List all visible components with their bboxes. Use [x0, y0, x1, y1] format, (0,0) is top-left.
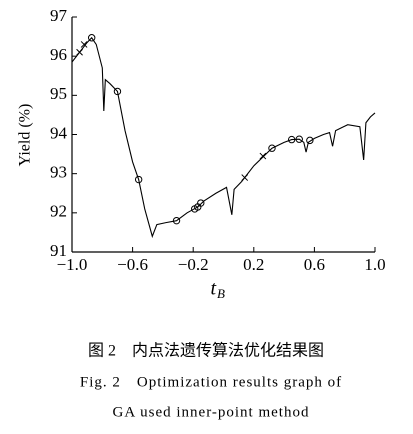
x-tick-label: −1.0: [57, 255, 88, 274]
caption-zh: 图 2 内点法遗传算法优化结果图: [88, 341, 324, 360]
y-tick-label: 93: [50, 163, 67, 182]
circle-marker: [306, 136, 314, 145]
circle-marker: [268, 144, 276, 152]
x-tick-label: 0.2: [243, 255, 264, 274]
circle-marker: [87, 34, 96, 42]
y-axis-label: Yield (%): [17, 104, 34, 167]
x-tick-label: −0.2: [178, 255, 209, 274]
x-axis-label: t: [210, 278, 216, 300]
x-axis-label-sub: B: [217, 286, 225, 301]
y-tick-label: 97: [50, 6, 68, 25]
circle-marker: [113, 87, 122, 96]
cross-marker: [241, 174, 249, 181]
circle-marker: [134, 175, 143, 184]
circle-marker: [295, 135, 303, 143]
x-tick-label: 0.6: [304, 255, 325, 274]
y-tick-label: 95: [50, 84, 67, 103]
x-tick-label: −0.6: [117, 255, 148, 274]
caption-en: Fig. 2 Optimization results graph of: [80, 374, 342, 390]
circle-marker: [172, 216, 181, 225]
caption-en: GA used inner-point method: [113, 404, 310, 420]
cross-marker: [259, 152, 267, 160]
x-tick-label: 1.0: [364, 255, 385, 274]
yield-line: [71, 36, 376, 239]
y-tick-label: 91: [50, 241, 67, 260]
y-tick-label: 94: [50, 123, 68, 142]
circle-marker: [197, 199, 205, 207]
y-tick-label: 92: [50, 202, 67, 221]
circle-marker: [287, 135, 296, 144]
y-tick-label: 96: [50, 45, 67, 64]
cross-marker: [80, 41, 88, 48]
cross-marker: [76, 48, 83, 56]
